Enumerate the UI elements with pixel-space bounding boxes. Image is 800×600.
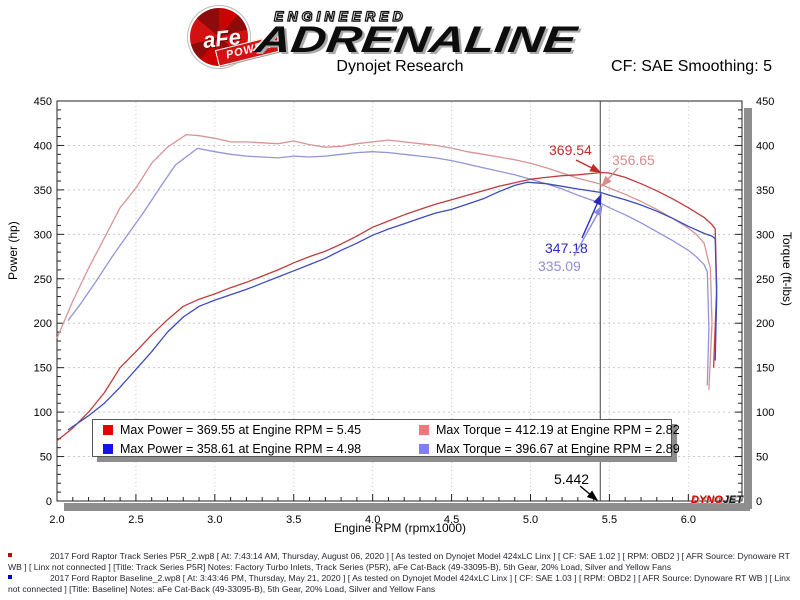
svg-text:400: 400 <box>34 140 52 152</box>
legend-item: Max Torque = 412.19 at Engine RPM = 2.82 <box>419 423 683 437</box>
legend-swatch-icon <box>103 424 113 435</box>
legend-item: Max Torque = 396.67 at Engine RPM = 2.89 <box>419 442 683 456</box>
engineered-text: ENGINEERED <box>273 7 407 24</box>
chart-title: Dynojet Research <box>336 58 464 75</box>
legend-item: Max Power = 358.61 at Engine RPM = 4.98 <box>103 442 419 456</box>
dynojet-watermark: DYNOJET <box>691 494 743 506</box>
svg-text:200: 200 <box>756 318 774 330</box>
svg-text:300: 300 <box>34 229 52 241</box>
svg-text:50: 50 <box>756 452 768 464</box>
legend-text: Max Power = 369.55 at Engine RPM = 5.45 <box>120 422 362 437</box>
legend-item: Max Power = 369.55 at Engine RPM = 5.45 <box>103 423 419 437</box>
svg-text:450: 450 <box>34 96 52 108</box>
run-record-baseline: 2017 Ford Raptor Baseline_2.wp8 [ At: 3:… <box>0 573 800 594</box>
run-bullet-blue <box>8 575 12 579</box>
y-axis-label-torque: Torque (ft-lbs) <box>780 232 794 307</box>
svg-text:4.0: 4.0 <box>365 514 380 526</box>
run-info-footer: 2017 Ford Raptor Track Series P5R_2.wp8 … <box>0 551 800 595</box>
svg-text:400: 400 <box>756 140 774 152</box>
svg-text:250: 250 <box>34 274 52 286</box>
svg-text:356.65: 356.65 <box>612 152 655 168</box>
svg-text:3.5: 3.5 <box>286 514 301 526</box>
svg-text:5.5: 5.5 <box>602 514 617 526</box>
svg-text:300: 300 <box>756 229 774 241</box>
legend-swatch-icon <box>103 443 113 454</box>
svg-text:5.442: 5.442 <box>554 471 589 487</box>
svg-text:347.18: 347.18 <box>545 240 588 256</box>
svg-text:335.09: 335.09 <box>538 258 581 274</box>
adrenaline-text: ADRENALINE <box>253 19 580 60</box>
svg-text:4.5: 4.5 <box>444 514 459 526</box>
svg-text:100: 100 <box>756 407 774 419</box>
dynojet-watermark-jet: JET <box>722 494 743 506</box>
legend-text: Max Torque = 412.19 at Engine RPM = 2.82 <box>436 422 680 437</box>
cf-smoothing-label: CF: SAE Smoothing: 5 <box>611 58 772 75</box>
legend-swatch-icon <box>419 424 429 435</box>
legend-swatch-icon <box>419 443 429 454</box>
svg-text:3.0: 3.0 <box>207 514 222 526</box>
svg-text:200: 200 <box>34 318 52 330</box>
svg-text:350: 350 <box>756 185 774 197</box>
svg-text:2.0: 2.0 <box>49 514 64 526</box>
x-axis-label: Engine RPM (rpmx1000) <box>333 521 467 535</box>
y-axis-label-power: Power (hp) <box>6 221 20 280</box>
run-record-track-series: 2017 Ford Raptor Track Series P5R_2.wp8 … <box>0 551 800 572</box>
svg-text:369.54: 369.54 <box>549 142 592 158</box>
svg-text:0: 0 <box>756 496 762 508</box>
svg-text:50: 50 <box>40 452 52 464</box>
run-record-text: 2017 Ford Raptor Track Series P5R_2.wp8 … <box>8 551 790 572</box>
legend-text: Max Torque = 396.67 at Engine RPM = 2.89 <box>436 441 680 456</box>
legend-box: Max Power = 369.55 at Engine RPM = 5.45 M… <box>92 419 680 457</box>
svg-text:450: 450 <box>756 96 774 108</box>
run-bullet-red <box>8 553 12 557</box>
svg-text:0: 0 <box>46 496 52 508</box>
svg-text:6.0: 6.0 <box>681 514 696 526</box>
svg-text:350: 350 <box>34 185 52 197</box>
svg-text:5.0: 5.0 <box>523 514 538 526</box>
afe-adrenaline-logo: aFe POWER ENGINEERED ADRENALINE <box>188 2 628 67</box>
legend-text: Max Power = 358.61 at Engine RPM = 4.98 <box>120 441 362 456</box>
svg-text:150: 150 <box>756 363 774 375</box>
run-record-text: 2017 Ford Raptor Baseline_2.wp8 [ At: 3:… <box>8 573 791 594</box>
svg-text:100: 100 <box>34 407 52 419</box>
svg-text:250: 250 <box>756 274 774 286</box>
dynojet-watermark-dyno: DYNO <box>691 494 723 506</box>
dyno-chart-svg: 0 0 50 50 100 100 150 150 200 200 250 250 300 300 350 3… <box>34 96 775 526</box>
svg-text:2.5: 2.5 <box>128 514 143 526</box>
svg-text:150: 150 <box>34 363 52 375</box>
